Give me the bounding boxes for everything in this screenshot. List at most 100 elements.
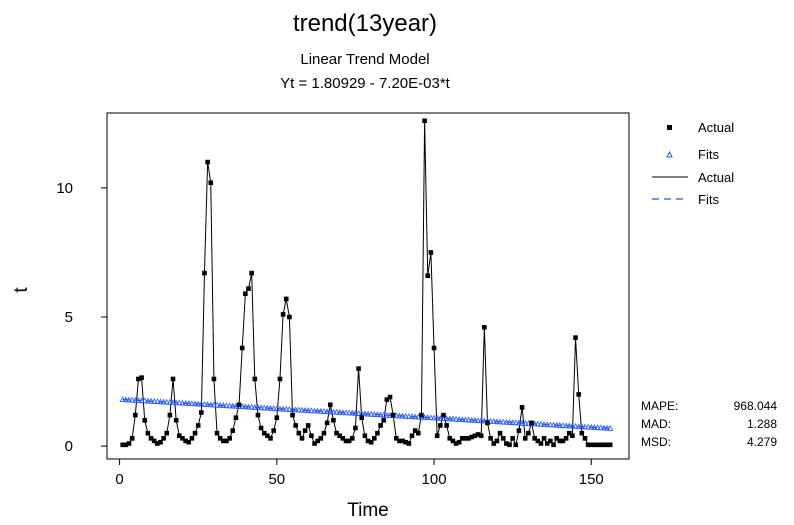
actual-point-112 <box>472 433 478 439</box>
actual-point-31 <box>217 436 223 441</box>
actual-point-10 <box>151 438 157 444</box>
fits-point-5 <box>135 397 142 403</box>
actual-point-134 <box>541 436 547 441</box>
actual-point-0 <box>120 442 126 448</box>
actual-point-32 <box>221 438 226 444</box>
actual-point-72 <box>346 438 352 444</box>
fits-point-28 <box>207 401 214 408</box>
fits-point-53 <box>286 406 293 412</box>
fits-point-63 <box>317 407 325 414</box>
actual-point-54 <box>290 412 295 418</box>
fits-point-16 <box>169 399 177 405</box>
fits-point-112 <box>471 417 479 423</box>
actual-point-4 <box>133 412 138 418</box>
actual-point-68 <box>334 430 339 436</box>
plot-frame <box>106 112 630 460</box>
fits-point-57 <box>298 406 306 413</box>
fits-point-106 <box>452 415 460 422</box>
actual-point-130 <box>529 420 534 426</box>
fits-point-66 <box>327 408 334 415</box>
fits-point-3 <box>128 396 136 403</box>
fits-point-91 <box>405 413 413 419</box>
fits-point-151 <box>594 424 601 431</box>
fits-point-9 <box>147 397 155 404</box>
fits-point-126 <box>515 419 523 426</box>
stat-label-msd: MSD: <box>641 435 671 449</box>
actual-point-48 <box>271 428 276 433</box>
fits-point-21 <box>185 400 192 406</box>
legend-label-actual-marker: Actual <box>698 120 734 135</box>
fits-point-103 <box>443 415 450 422</box>
fits-point-92 <box>408 413 416 420</box>
actual-point-21 <box>186 439 192 445</box>
fits-point-34 <box>226 402 233 409</box>
actual-series-line <box>122 120 611 447</box>
actual-point-63 <box>318 436 324 441</box>
fits-point-123 <box>506 419 513 425</box>
actual-point-40 <box>246 286 251 291</box>
fits-point-88 <box>396 412 403 419</box>
stat-value-mape: 968.044 <box>734 399 778 413</box>
y-tick-label-0: 0 <box>65 438 73 455</box>
fits-point-58 <box>301 407 309 413</box>
fits-point-17 <box>173 399 180 406</box>
fits-point-46 <box>264 404 271 411</box>
fits-point-82 <box>377 411 384 418</box>
fits-point-143 <box>569 422 576 429</box>
actual-point-139 <box>557 438 563 444</box>
fits-point-149 <box>588 423 595 430</box>
fits-point-75 <box>355 410 362 416</box>
actual-point-92 <box>409 433 415 439</box>
fits-point-43 <box>254 404 262 410</box>
legend: Actual Fits Actual Fits <box>652 120 734 207</box>
actual-point-39 <box>243 291 248 297</box>
fits-point-99 <box>430 414 438 421</box>
x-axis-label: Time <box>347 500 389 521</box>
actual-point-38 <box>239 345 245 351</box>
actual-point-49 <box>274 415 280 420</box>
fits-point-89 <box>399 412 406 419</box>
fits-point-133 <box>537 420 545 427</box>
actual-point-140 <box>560 438 566 444</box>
actual-point-143 <box>570 433 575 439</box>
fits-point-136 <box>547 421 554 428</box>
actual-point-44 <box>258 425 264 431</box>
actual-point-102 <box>441 412 446 418</box>
fits-point-42 <box>251 404 258 410</box>
actual-point-11 <box>155 441 160 446</box>
actual-point-50 <box>277 376 283 382</box>
fits-point-29 <box>210 401 218 408</box>
x-tick-label-0: 0 <box>115 471 123 488</box>
fits-point-101 <box>437 415 444 421</box>
actual-point-36 <box>233 415 239 420</box>
actual-point-64 <box>321 430 327 436</box>
actual-point-111 <box>469 434 475 440</box>
fits-point-25 <box>198 400 205 407</box>
actual-point-7 <box>142 417 148 423</box>
actual-point-133 <box>538 441 544 446</box>
actual-point-23 <box>192 430 198 436</box>
y-tick-label-2: 10 <box>56 180 73 197</box>
actual-point-59 <box>305 423 311 428</box>
actual-point-81 <box>375 430 380 436</box>
actual-point-153 <box>601 442 607 448</box>
fits-point-98 <box>427 414 435 421</box>
fits-point-127 <box>518 419 526 426</box>
actual-point-69 <box>337 433 342 439</box>
fits-point-60 <box>308 407 315 414</box>
actual-point-145 <box>576 392 581 397</box>
fits-point-100 <box>434 414 441 421</box>
actual-point-52 <box>283 296 289 302</box>
actual-point-2 <box>126 441 132 446</box>
fits-point-30 <box>213 401 221 408</box>
actual-point-152 <box>598 442 603 448</box>
legend-label-fits-line: Fits <box>698 192 719 207</box>
fits-point-108 <box>459 416 466 423</box>
fits-point-50 <box>276 405 284 412</box>
actual-point-57 <box>299 436 305 441</box>
actual-point-129 <box>526 430 531 436</box>
fits-point-1 <box>122 396 130 403</box>
actual-point-73 <box>349 436 355 441</box>
fits-point-84 <box>383 411 391 418</box>
actual-point-119 <box>494 438 500 444</box>
